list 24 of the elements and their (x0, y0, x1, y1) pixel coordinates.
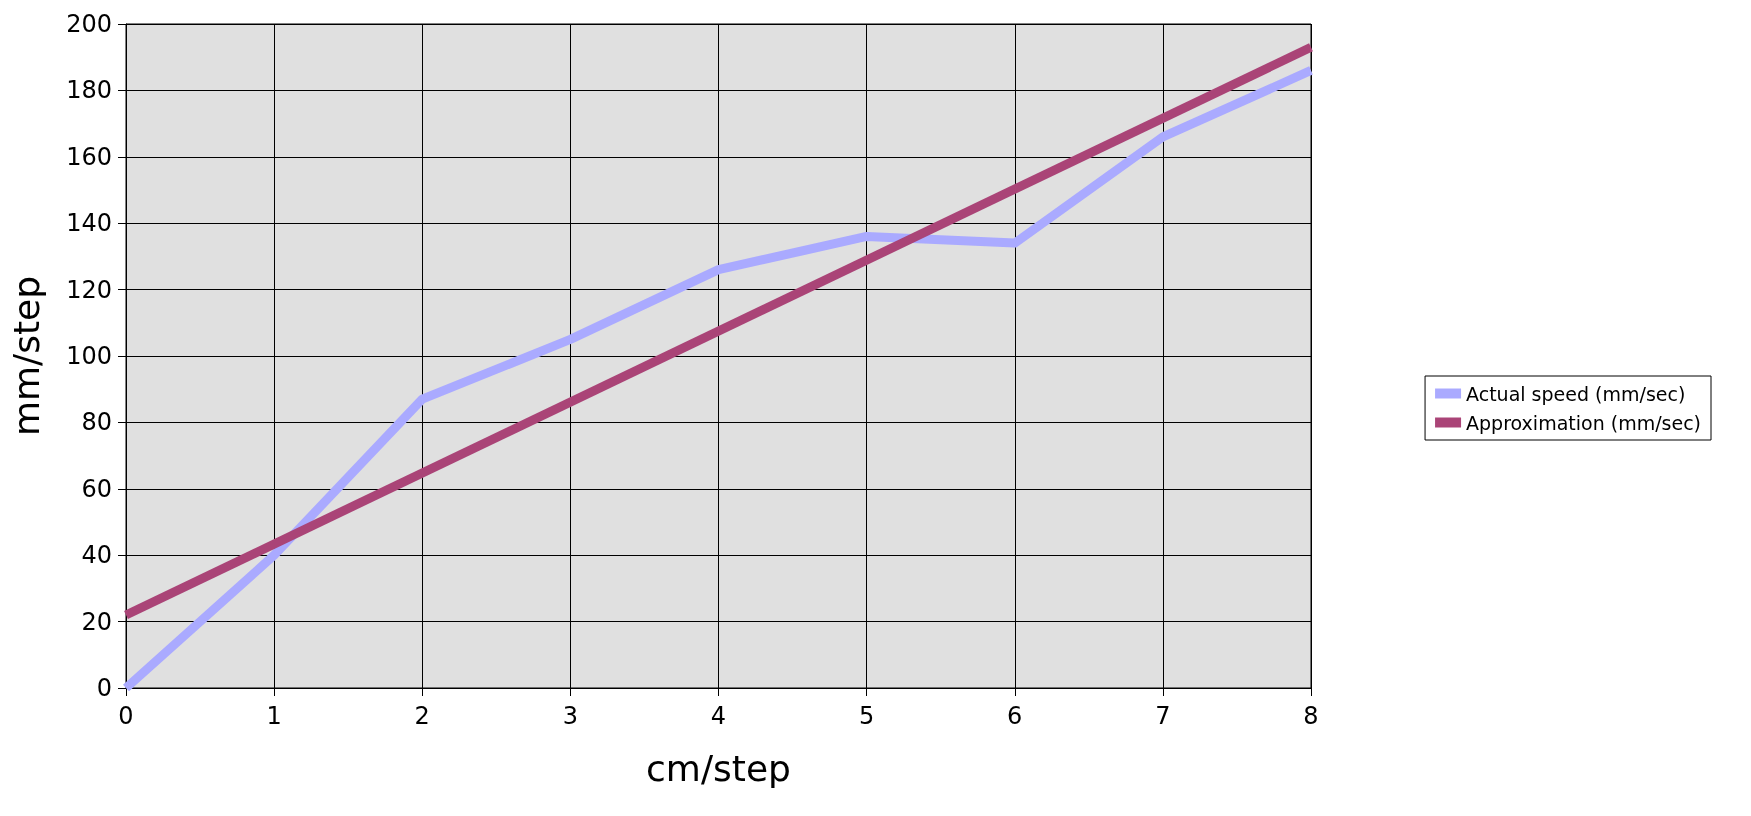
legend-label: Actual speed (mm/sec) (1466, 382, 1686, 405)
y-tick-label: 80 (81, 408, 112, 437)
y-tick-label: 0 (96, 674, 112, 702)
x-tick-label: 7 (1155, 702, 1171, 730)
y-tick-label: 160 (66, 142, 112, 171)
x-tick-label: 0 (118, 702, 134, 730)
y-tick-label: 120 (66, 275, 112, 304)
y-tick-label: 140 (66, 209, 112, 238)
y-axis-title: mm/step (5, 275, 47, 437)
x-tick-label: 4 (710, 702, 727, 730)
y-tick-label: 180 (66, 76, 112, 105)
legend-label: Approximation (mm/sec) (1466, 411, 1702, 434)
x-tick-label: 1 (266, 702, 282, 730)
y-tick-label: 40 (81, 541, 112, 570)
y-tick-label: 20 (81, 607, 112, 636)
y-tick-label: 100 (66, 342, 112, 370)
y-tick-label: 200 (66, 10, 112, 38)
x-axis-title: cm/step (646, 747, 791, 789)
x-tick-label: 6 (1007, 702, 1023, 730)
x-tick-label: 5 (858, 702, 875, 730)
x-tick-label: 3 (562, 702, 579, 730)
x-tick-label: 8 (1303, 702, 1319, 730)
x-tick-label: 2 (414, 702, 430, 730)
y-tick-label: 60 (81, 474, 112, 503)
